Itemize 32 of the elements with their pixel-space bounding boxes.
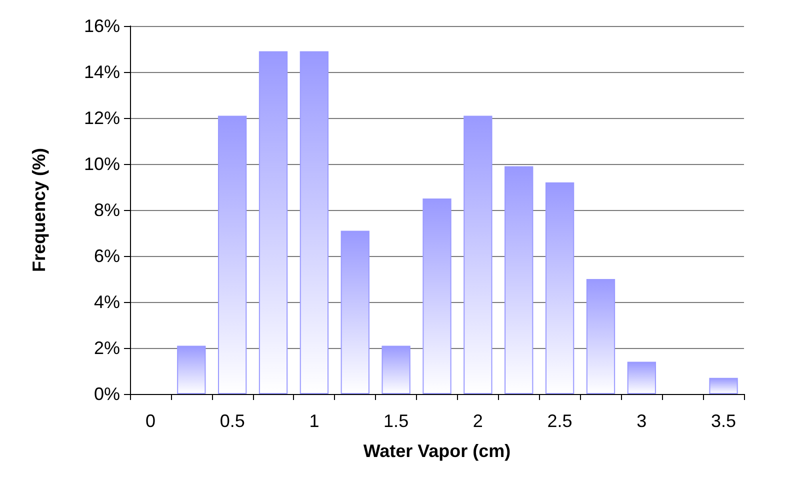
y-tick-label: 0% xyxy=(94,384,120,404)
y-tick-label: 4% xyxy=(94,292,120,312)
y-tick-label: 14% xyxy=(84,62,120,82)
x-tick-label: 0.5 xyxy=(220,411,245,431)
x-tick-label: 3 xyxy=(636,411,647,431)
x-axis-title: Water Vapor (cm) xyxy=(363,441,511,461)
bar xyxy=(504,166,534,394)
bar xyxy=(464,116,492,394)
x-tick-label: 3.5 xyxy=(711,411,736,431)
x-tick-label: 1.5 xyxy=(384,411,409,431)
bar xyxy=(422,198,452,394)
bar xyxy=(382,346,410,394)
bar xyxy=(709,378,738,394)
bar xyxy=(258,51,288,394)
x-tick-label: 1 xyxy=(309,411,320,431)
bar xyxy=(545,182,574,394)
x-tick-label: 0 xyxy=(145,411,156,431)
y-tick-label: 6% xyxy=(94,246,120,266)
y-tick-label: 12% xyxy=(84,108,120,128)
y-tick-label: 2% xyxy=(94,338,120,358)
y-tick-label: 16% xyxy=(84,16,120,36)
bar xyxy=(586,279,616,394)
y-tick-label: 10% xyxy=(84,154,120,174)
x-tick-label: 2.5 xyxy=(547,411,572,431)
x-tick-label: 2 xyxy=(472,411,483,431)
y-tick-label: 8% xyxy=(94,200,120,220)
bar xyxy=(177,346,206,394)
bar xyxy=(340,230,370,394)
bar xyxy=(218,116,247,394)
bar xyxy=(627,362,656,394)
bar xyxy=(300,51,329,394)
y-axis-title: Frequency (%) xyxy=(29,148,49,272)
